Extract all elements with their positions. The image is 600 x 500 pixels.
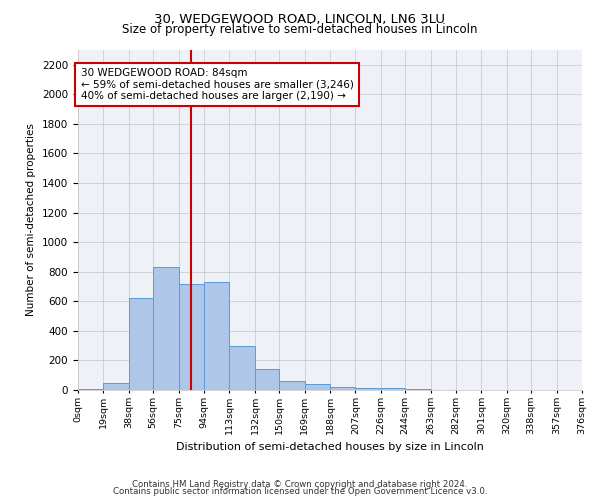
Text: Contains public sector information licensed under the Open Government Licence v3: Contains public sector information licen…: [113, 487, 487, 496]
Y-axis label: Number of semi-detached properties: Number of semi-detached properties: [26, 124, 37, 316]
Bar: [229, 346, 255, 390]
Bar: [153, 268, 179, 390]
Bar: [129, 298, 153, 390]
Bar: [204, 282, 229, 390]
Bar: [355, 388, 381, 390]
Bar: [330, 387, 355, 390]
Bar: [381, 388, 405, 390]
X-axis label: Distribution of semi-detached houses by size in Lincoln: Distribution of semi-detached houses by …: [176, 442, 484, 452]
Bar: [279, 381, 305, 390]
Bar: [255, 370, 279, 390]
Text: Contains HM Land Registry data © Crown copyright and database right 2024.: Contains HM Land Registry data © Crown c…: [132, 480, 468, 489]
Bar: [78, 388, 103, 390]
Bar: [103, 382, 129, 390]
Bar: [305, 384, 330, 390]
Bar: [179, 284, 204, 390]
Text: 30 WEDGEWOOD ROAD: 84sqm
← 59% of semi-detached houses are smaller (3,246)
40% o: 30 WEDGEWOOD ROAD: 84sqm ← 59% of semi-d…: [80, 68, 353, 101]
Text: Size of property relative to semi-detached houses in Lincoln: Size of property relative to semi-detach…: [122, 22, 478, 36]
Text: 30, WEDGEWOOD ROAD, LINCOLN, LN6 3LU: 30, WEDGEWOOD ROAD, LINCOLN, LN6 3LU: [155, 12, 445, 26]
